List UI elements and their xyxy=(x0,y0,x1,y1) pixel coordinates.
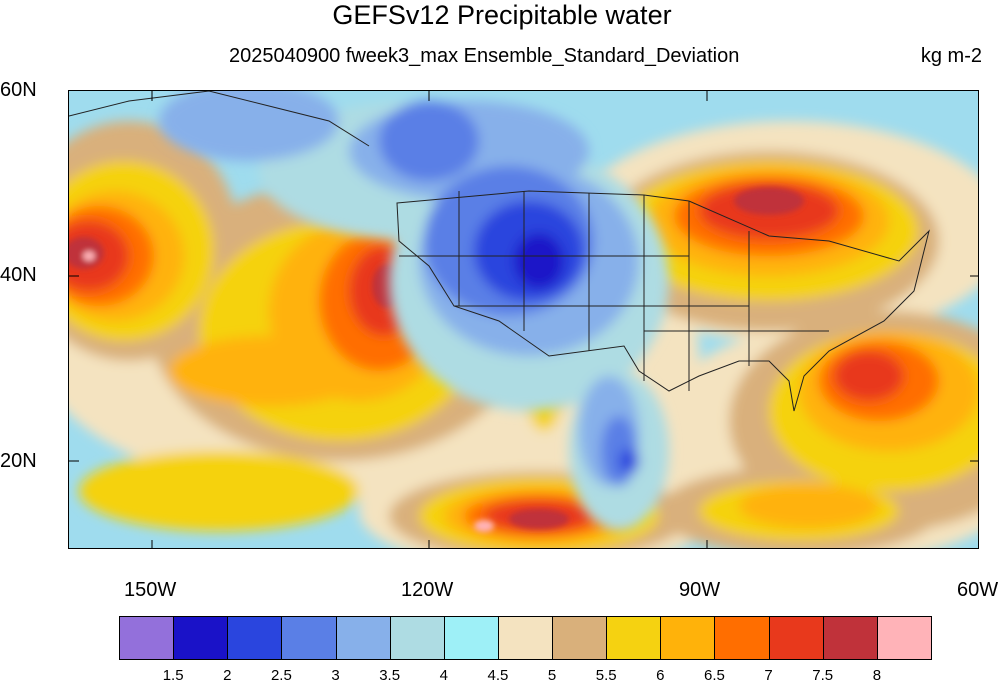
colorbar-label: 1.5 xyxy=(162,667,184,684)
lon-label-60w: 60W xyxy=(957,579,999,601)
pacific-coastline xyxy=(69,91,370,147)
colorbar-label: 7.5 xyxy=(812,667,834,684)
lat-label-20n: 20N xyxy=(0,450,37,472)
lat-label-60n: 60N xyxy=(0,79,37,101)
colorbar-swatch xyxy=(227,616,283,660)
colorbar-swatch xyxy=(822,616,878,660)
colorbar-label: 5 xyxy=(547,667,557,684)
colorbar-label: 4.5 xyxy=(487,667,509,684)
units-label: kg m-2 xyxy=(920,45,982,67)
colorbar-swatch xyxy=(660,616,716,660)
lon-label-120w: 120W xyxy=(401,579,454,601)
colorbar-label: 5.5 xyxy=(595,667,617,684)
colorbar-swatch xyxy=(497,616,554,660)
colorbar-label: 8 xyxy=(872,667,882,684)
colorbar-swatch xyxy=(281,616,337,660)
colorbar-swatch xyxy=(389,616,445,660)
colorbar-swatch xyxy=(119,616,175,660)
lon-label-90w: 90W xyxy=(679,579,721,601)
colorbar-label: 7 xyxy=(764,667,773,684)
field-warm-bands xyxy=(69,121,978,548)
colorbar-label: 2.5 xyxy=(270,667,292,684)
colorbar-label: 3.5 xyxy=(379,667,401,684)
colorbar-label: 3 xyxy=(331,667,340,684)
axis-ticks xyxy=(69,91,978,548)
colorbar-swatch xyxy=(443,616,499,660)
colorbar-label: 4 xyxy=(439,667,448,684)
map-title: GEFSv12 Precipitable water xyxy=(332,0,672,30)
colorbar-swatch xyxy=(552,616,608,660)
lon-label-150w: 150W xyxy=(124,579,177,601)
precipitable-water-field xyxy=(69,91,978,548)
colorbar-swatch xyxy=(335,616,391,660)
colorbar-swatch xyxy=(768,616,824,660)
us-state-boundaries xyxy=(396,190,930,412)
colorbar xyxy=(119,616,932,660)
map-subtitle: 2025040900 fweek3_max Ensemble_Standard_… xyxy=(229,45,740,67)
colorbar-label: 2 xyxy=(223,667,232,684)
colorbar-swatch xyxy=(714,616,770,660)
colorbar-swatch xyxy=(876,616,932,660)
colorbar-swatch xyxy=(606,616,662,660)
field-cool-bands xyxy=(159,91,669,531)
colorbar-swatch xyxy=(173,616,229,660)
colorbar-label: 6.5 xyxy=(704,667,725,684)
map-plot-area xyxy=(68,90,979,549)
colorbar-label: 6 xyxy=(656,667,665,684)
lat-label-40n: 40N xyxy=(0,264,37,286)
